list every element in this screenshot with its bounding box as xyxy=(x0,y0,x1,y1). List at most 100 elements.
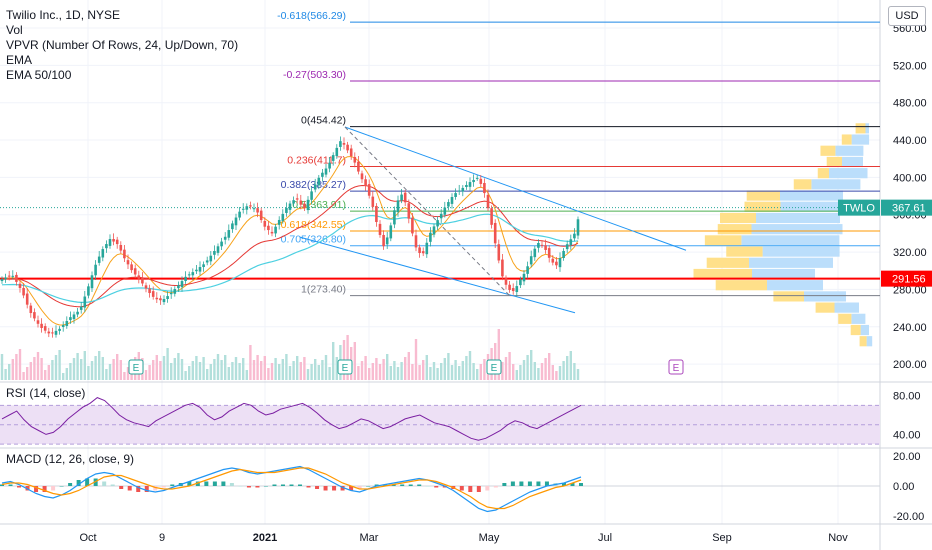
macd-histogram-bar xyxy=(561,483,566,486)
volume-bar xyxy=(11,359,14,380)
vpvr-down-row xyxy=(726,246,763,257)
candle-body xyxy=(115,239,119,245)
volume-bar xyxy=(512,364,515,380)
macd-histogram-bar xyxy=(476,486,481,492)
candle-body xyxy=(551,258,555,263)
vpvr-up-row xyxy=(829,168,868,179)
candle-body xyxy=(241,208,245,210)
volume-bar xyxy=(479,364,482,380)
macd-histogram-bar xyxy=(323,486,328,491)
indicator-vpvr[interactable]: VPVR (Number Of Rows, 24, Up/Down, 70) xyxy=(6,38,239,52)
candle-body xyxy=(400,194,403,201)
candle-body xyxy=(461,187,465,192)
candle-body xyxy=(331,155,335,161)
currency-button[interactable]: USD xyxy=(888,6,926,26)
volume-bar xyxy=(126,367,130,380)
volume-bar xyxy=(274,358,277,380)
candles xyxy=(0,136,580,338)
volume-bar xyxy=(72,358,76,380)
candle-body xyxy=(317,177,321,186)
volume-bar xyxy=(443,358,446,380)
volume-bar xyxy=(382,359,385,380)
candle-body xyxy=(227,230,231,238)
volume-bar xyxy=(58,350,61,380)
candle-body xyxy=(90,275,94,289)
time-tick-label: 9 xyxy=(159,532,165,544)
volume-bar xyxy=(105,369,108,380)
volume-bar xyxy=(476,369,479,380)
candle-body xyxy=(169,292,173,295)
volume-bar xyxy=(0,354,4,380)
volume-bar xyxy=(414,339,418,380)
macd-histogram-bar xyxy=(459,486,464,491)
candle-body xyxy=(259,210,263,221)
volume-bar xyxy=(144,370,148,380)
rsi-title[interactable]: RSI (14, close) xyxy=(6,386,86,400)
volume-bar xyxy=(119,360,122,380)
macd-histogram-bar xyxy=(298,484,303,486)
volume-bar xyxy=(544,358,547,380)
candle-body xyxy=(43,326,47,331)
vpvr-down-row xyxy=(720,212,756,224)
candle-body xyxy=(497,244,501,261)
symbol-title[interactable]: Twilio Inc., 1D, NYSE xyxy=(6,8,121,22)
volume-bar xyxy=(231,362,234,380)
volume-bar xyxy=(321,360,324,380)
candle-body xyxy=(544,245,547,250)
macd-histogram-bar xyxy=(136,486,141,492)
volume-bar xyxy=(36,352,40,380)
macd-histogram-bar xyxy=(272,484,277,486)
vpvr-down-row xyxy=(693,268,752,280)
volume-bar xyxy=(407,352,410,380)
volume-bar xyxy=(555,371,558,380)
macd-title[interactable]: MACD (12, 26, close, 9) xyxy=(6,452,135,466)
candle-body xyxy=(292,200,295,204)
candle-body xyxy=(148,288,151,294)
volume-bar xyxy=(292,361,295,380)
volume-bar xyxy=(335,357,338,380)
candle-body xyxy=(263,220,267,227)
time-tick-label: Jul xyxy=(598,532,612,544)
candle-body xyxy=(378,223,382,235)
candle-body xyxy=(493,222,497,244)
candle-body xyxy=(36,320,40,324)
indicator-ema-50-100[interactable]: EMA 50/100 xyxy=(6,68,72,82)
volume-bar xyxy=(551,365,554,380)
indicator-ema[interactable]: EMA xyxy=(6,53,33,67)
volume-bar xyxy=(404,357,407,380)
candle-body xyxy=(270,231,274,234)
candle-body xyxy=(454,193,457,198)
candle-body xyxy=(472,179,475,183)
candle-body xyxy=(144,285,148,289)
macd-histogram-bar xyxy=(204,481,209,486)
price-tick-label: 280.00 xyxy=(893,284,927,296)
candle-body xyxy=(443,207,447,215)
macd-histogram-bar xyxy=(119,486,124,489)
volume-bar xyxy=(148,365,151,380)
vpvr-down-row xyxy=(773,291,804,302)
volume-bar xyxy=(87,366,90,380)
volume-bar xyxy=(285,354,288,380)
candle-body xyxy=(429,232,432,242)
volume-bar xyxy=(62,373,65,380)
candle-body xyxy=(29,305,33,314)
macd-histogram-bar xyxy=(212,481,217,486)
candle-body xyxy=(187,274,191,276)
candle-body xyxy=(231,223,234,230)
volume-bars xyxy=(0,329,580,380)
volume-bar xyxy=(515,370,518,380)
fib-label-6: 0.618(342.55) xyxy=(281,219,346,231)
indicator-vol[interactable]: Vol xyxy=(6,23,23,37)
volume-bar xyxy=(364,356,367,380)
time-tick-label: Mar xyxy=(360,532,379,544)
vpvr-down-row xyxy=(841,134,852,145)
volume-bar xyxy=(411,364,414,380)
candle-body xyxy=(198,267,202,272)
price-tick-label: 240.00 xyxy=(893,322,927,334)
volume-bar xyxy=(202,357,205,380)
volume-bar xyxy=(569,351,572,380)
macd-histogram-bar xyxy=(42,486,47,492)
macd-histogram-bar xyxy=(374,484,379,486)
price-tick-label: 440.00 xyxy=(893,135,927,147)
